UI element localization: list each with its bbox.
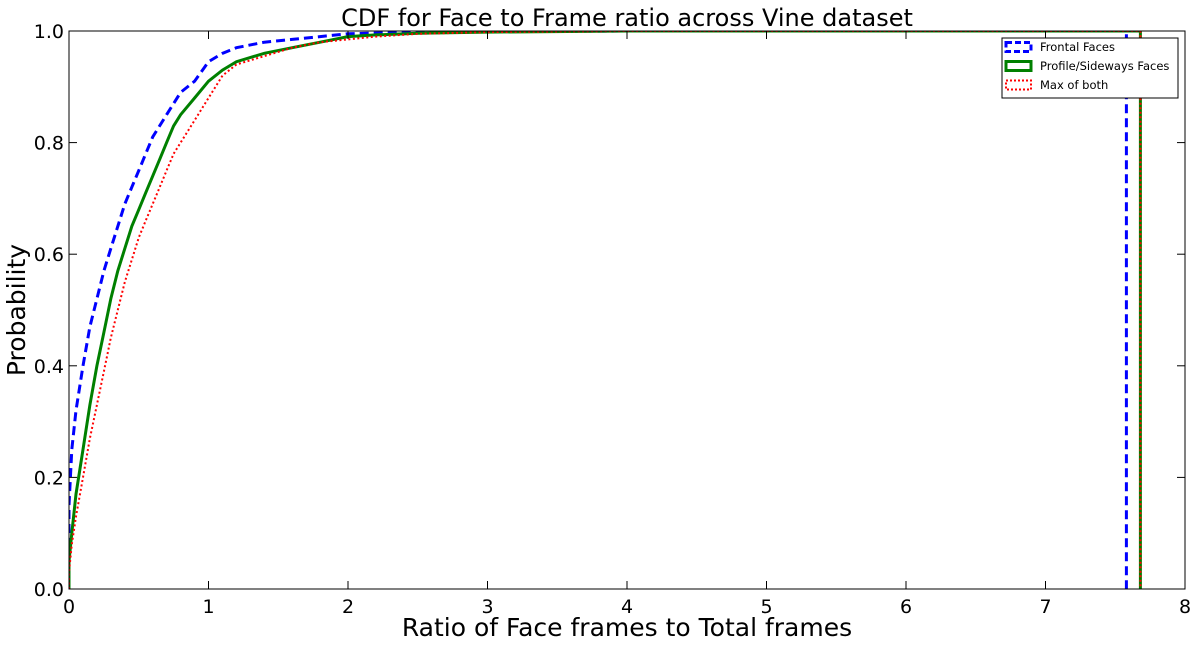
legend-label-1: Profile/Sideways Faces	[1040, 59, 1169, 73]
legend-label-2: Max of both	[1040, 78, 1108, 92]
y-tick-label: 1.0	[34, 21, 64, 43]
x-tick-label: 6	[900, 596, 912, 618]
y-tick-label: 0.2	[34, 467, 64, 489]
x-tick-label: 1	[202, 596, 214, 618]
y-tick-label: 0.8	[34, 133, 64, 155]
y-axis-label: Probability	[2, 244, 31, 376]
x-axis: 0 1 2 3 4 5 6 7 8	[63, 31, 1191, 618]
legend-swatch-2	[1005, 79, 1032, 91]
x-tick-label: 8	[1179, 596, 1191, 618]
x-tick-label: 3	[481, 596, 493, 618]
y-tick-label: 0.4	[34, 356, 64, 378]
x-tick-label: 7	[1039, 596, 1051, 618]
legend-swatch-0	[1004, 41, 1033, 53]
legend: Frontal Faces Profile/Sideways Faces Max o…	[1001, 37, 1179, 99]
x-axis-label: Ratio of Face frames to Total frames	[402, 613, 852, 642]
series-line-2	[69, 31, 1142, 589]
legend-swatch-1	[1004, 60, 1033, 72]
y-tick-label: 0.0	[34, 579, 64, 601]
series-layer	[69, 31, 1142, 589]
x-tick-label: 4	[621, 596, 633, 618]
series-line-0	[69, 31, 1128, 589]
plot-area	[69, 31, 1185, 589]
x-tick-label: 0	[63, 596, 75, 618]
legend-label-0: Frontal Faces	[1040, 40, 1115, 54]
x-tick-label: 2	[342, 596, 354, 618]
y-tick-label: 0.6	[34, 244, 64, 266]
y-axis: 0.0 0.2 0.4 0.6 0.8 1.0	[34, 21, 1185, 601]
chart-title: CDF for Face to Frame ratio across Vine …	[341, 4, 913, 32]
x-tick-label: 5	[760, 596, 772, 618]
series-line-1	[69, 31, 1142, 589]
